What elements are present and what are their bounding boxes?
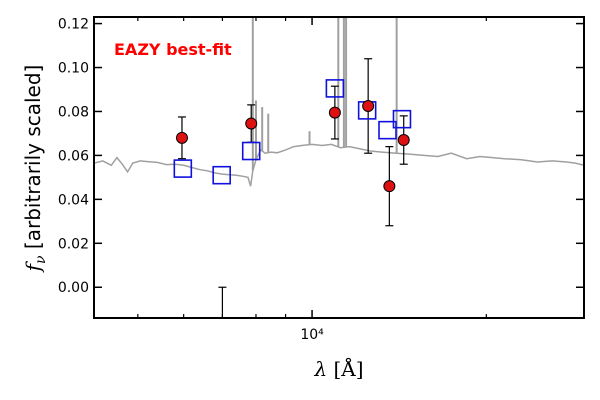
y-tick-label: 0.06 [58,148,89,164]
template-spectrum [94,17,584,187]
model-flux-marker [325,79,345,98]
x-axis-label: λ [Å] [313,356,363,381]
y-axis-unit: [arbitrarily scaled] [21,65,45,256]
observed-photometry [175,99,410,193]
x-tick-label: 10⁴ [300,327,324,343]
model-flux-marker [212,165,231,185]
observed-flux-point [175,131,188,144]
model-flux-marker [378,120,397,140]
observed-flux-point [362,99,375,112]
model-flux-marker [173,159,193,178]
x-axis-unit: [Å] [333,356,363,381]
tick-labels: 0.00 0.02 0.04 0.06 0.08 0.10 0.12 10⁴ [58,17,324,343]
x-axis-symbol: λ [313,357,333,381]
y-tick-label: 0.04 [58,192,89,208]
y-tick-label: 0.10 [58,61,89,77]
model-flux-marker [392,109,412,129]
observed-flux-point [328,106,341,119]
annotation-label: EAZY best-fit [114,40,232,59]
model-flux-marker [241,141,261,161]
model-photometry [173,79,412,185]
y-axis-subscript: ν [33,255,49,264]
observed-flux-point [397,134,410,147]
y-tick-label: 0.12 [58,17,89,33]
y-tick-label: 0.00 [58,280,89,296]
plot-frame [93,16,585,319]
observed-flux-point [383,180,396,193]
axis-ticks [94,17,584,318]
template-continuum [94,143,584,187]
observed-flux-point [245,117,258,130]
y-tick-label: 0.02 [58,236,89,252]
y-tick-label: 0.08 [58,104,89,120]
error-bars [177,58,408,318]
y-axis-label: fν [arbitrarily scaled] [21,65,49,274]
